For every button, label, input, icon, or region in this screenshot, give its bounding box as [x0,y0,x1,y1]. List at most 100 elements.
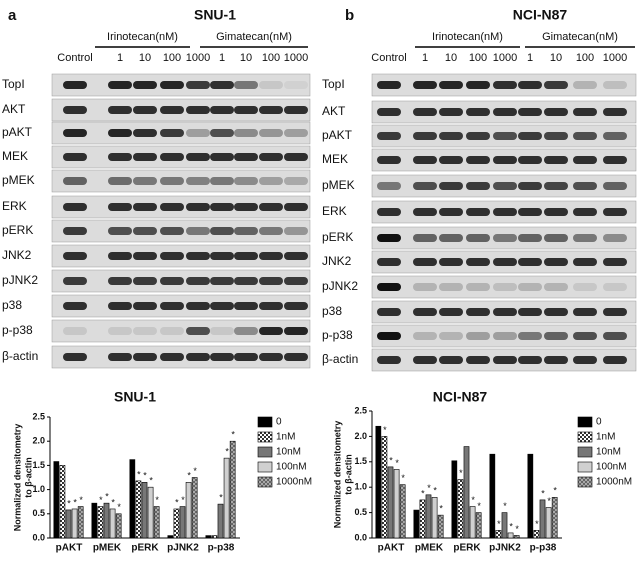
blot-band [466,234,490,242]
blot-band [186,277,210,285]
blot-band [259,302,283,310]
blot-band [108,153,132,161]
bar [115,513,122,539]
blot-band [518,108,542,116]
blot-band [63,153,87,161]
bar [167,535,174,539]
blot-band [108,177,132,185]
bar [129,459,136,539]
blot-band [259,177,283,185]
blot-band [413,283,437,291]
blot-band [377,208,401,216]
significance: * [193,466,197,476]
legend-label: 10nM [276,447,301,458]
significance: * [395,458,399,468]
blot-band [377,156,401,164]
y-tick-label: 0.5 [32,508,45,518]
blot-band [518,156,542,164]
lane-label: Control [371,52,406,64]
bar [381,436,388,539]
blot-band [234,302,258,310]
blot-band [284,227,308,235]
blot-band [186,106,210,114]
blot-band [439,258,463,266]
blot-band [63,227,87,235]
blot-band [186,353,210,361]
significance: * [541,488,545,498]
lane-label: 1000 [603,52,627,64]
row-label: pERK [322,230,353,244]
significance: * [421,488,425,498]
y-tick-label: 0.5 [354,507,367,517]
significance: * [547,496,551,506]
lane-label: 1 [422,52,428,64]
blot-band [186,252,210,260]
significance: * [471,495,475,505]
row-label: JNK2 [2,248,32,262]
blot-band [284,106,308,114]
blot-band [413,234,437,242]
row-label: pAKT [322,128,353,142]
lane-label: 10 [240,52,252,64]
blot-band [160,129,184,137]
bar [53,461,60,539]
blot-band [63,353,87,361]
blot-band [544,258,568,266]
blot-band [259,106,283,114]
bar [463,446,470,539]
lane-label: 100 [469,52,487,64]
blot-band [518,208,542,216]
blot-band [133,353,157,361]
blot-band [603,283,627,291]
bar [469,506,476,539]
blot-band [544,108,568,116]
blot-band [108,81,132,89]
blot-band [186,203,210,211]
legend-label: 1nM [276,432,295,443]
blot-band [466,132,490,140]
blot-band [133,153,157,161]
blot-band [284,327,308,335]
significance: * [509,521,513,531]
significance: * [401,473,405,483]
blot-band [63,129,87,137]
blot-band [284,153,308,161]
blot-band [544,132,568,140]
blot-band [259,353,283,361]
blot-band [186,81,210,89]
blot-band [63,252,87,260]
y-tick-label: 1.5 [32,460,45,470]
blot-band [133,106,157,114]
blot-band [493,208,517,216]
lane-label: Control [57,52,92,64]
significance: * [73,497,77,507]
blot-band [108,227,132,235]
y-tick-label: 1.0 [32,484,45,494]
y-axis-label: Normalized densitometry [332,421,342,529]
y-axis-label: to β-actin [23,457,33,498]
blot-band [439,356,463,364]
row-label: p-p38 [2,323,33,337]
group-label: Gimatecan(nM) [216,31,292,43]
blot-band [439,208,463,216]
blot-band [210,203,234,211]
blot-band [603,81,627,89]
blot-band [603,156,627,164]
x-tick-label: pMEK [415,543,444,554]
blot-band [603,356,627,364]
blot-band [493,332,517,340]
blot-band [259,203,283,211]
significance: * [535,519,539,529]
bar [527,453,534,539]
blot-band [493,234,517,242]
significance: * [137,469,141,479]
bar [489,453,496,539]
blot-band [63,302,87,310]
significance: * [459,468,463,478]
y-tick-label: 0.0 [354,532,367,542]
legend-label: 100nM [596,462,627,473]
blot-band [603,208,627,216]
legend-label: 1000nM [596,477,632,488]
significance: * [105,492,109,502]
row-label: TopI [2,77,25,91]
